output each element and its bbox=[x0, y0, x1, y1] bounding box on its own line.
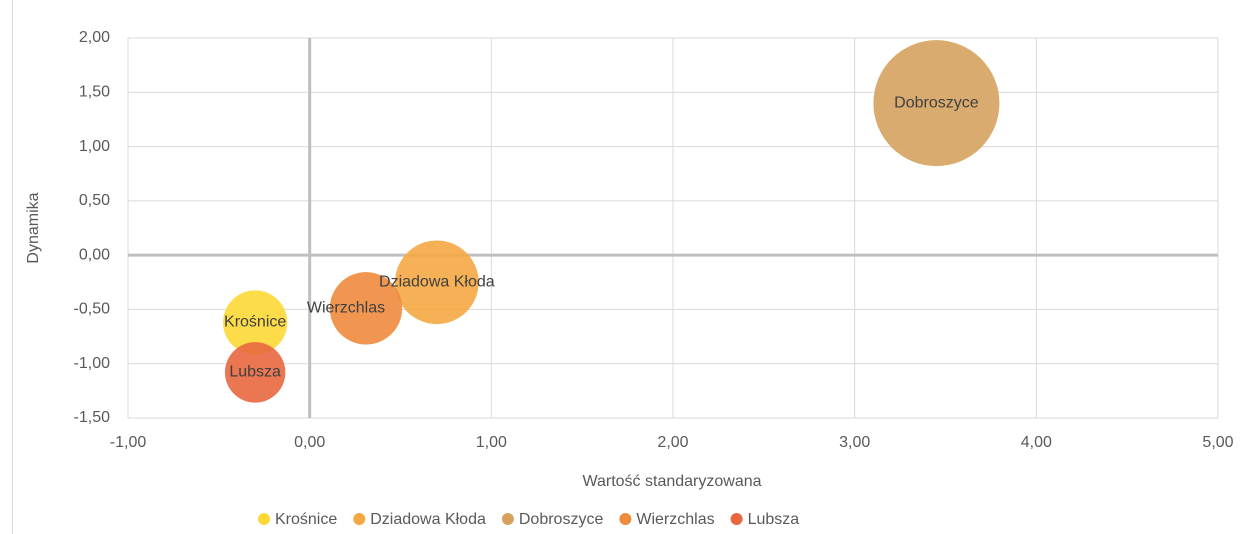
x-tick-label: 2,00 bbox=[657, 434, 688, 451]
data-label: Dobroszyce bbox=[894, 94, 979, 111]
y-tick-label: 1,00 bbox=[79, 138, 110, 155]
legend-swatch bbox=[730, 513, 743, 525]
legend-label: Lubsza bbox=[748, 511, 800, 528]
legend-label: Dziadowa Kłoda bbox=[370, 511, 486, 528]
legend: Krośnice Dziadowa Kłoda Dobroszyce Wierzchl… bbox=[258, 511, 799, 528]
y-tick-label: -1,50 bbox=[74, 409, 111, 426]
data-label: Dziadowa Kłoda bbox=[379, 274, 495, 291]
data-label: Lubsza bbox=[229, 364, 281, 381]
bubble bbox=[224, 342, 286, 403]
y-tick-label: 2,00 bbox=[79, 29, 110, 46]
x-tick-label: 4,00 bbox=[1021, 434, 1052, 451]
legend-swatch bbox=[353, 513, 366, 525]
bubble bbox=[873, 40, 1000, 167]
legend-label: Krośnice bbox=[275, 511, 337, 528]
x-tick-label: -1,00 bbox=[110, 434, 147, 451]
data-label: Krośnice bbox=[224, 314, 286, 331]
y-tick-label: 1,50 bbox=[79, 84, 110, 101]
legend-swatch bbox=[501, 513, 514, 525]
y-tick-label: -1,00 bbox=[74, 355, 111, 372]
x-axis-title: Wartość standaryzowana bbox=[582, 473, 761, 490]
x-tick-label: 0,00 bbox=[294, 434, 325, 451]
bubble bbox=[329, 272, 403, 345]
x-tick-label: 3,00 bbox=[839, 434, 870, 451]
y-tick-label: -0,50 bbox=[74, 301, 111, 318]
y-tick-label: 0,00 bbox=[79, 246, 110, 263]
grid bbox=[127, 37, 1219, 419]
bubble bbox=[223, 290, 288, 355]
x-tick-label: 5,00 bbox=[1202, 434, 1233, 451]
legend-label: Dobroszyce bbox=[519, 511, 604, 528]
y-tick-label: 0,50 bbox=[79, 192, 110, 209]
y-axis-title: Dynamika bbox=[25, 192, 42, 263]
legend-label: Wierzchlas bbox=[636, 511, 714, 528]
legend-swatch bbox=[258, 513, 270, 525]
data-label: Wierzchlas bbox=[307, 300, 385, 317]
bubble bbox=[395, 240, 479, 325]
legend-swatch bbox=[619, 513, 632, 525]
x-tick-label: 1,00 bbox=[476, 434, 507, 451]
